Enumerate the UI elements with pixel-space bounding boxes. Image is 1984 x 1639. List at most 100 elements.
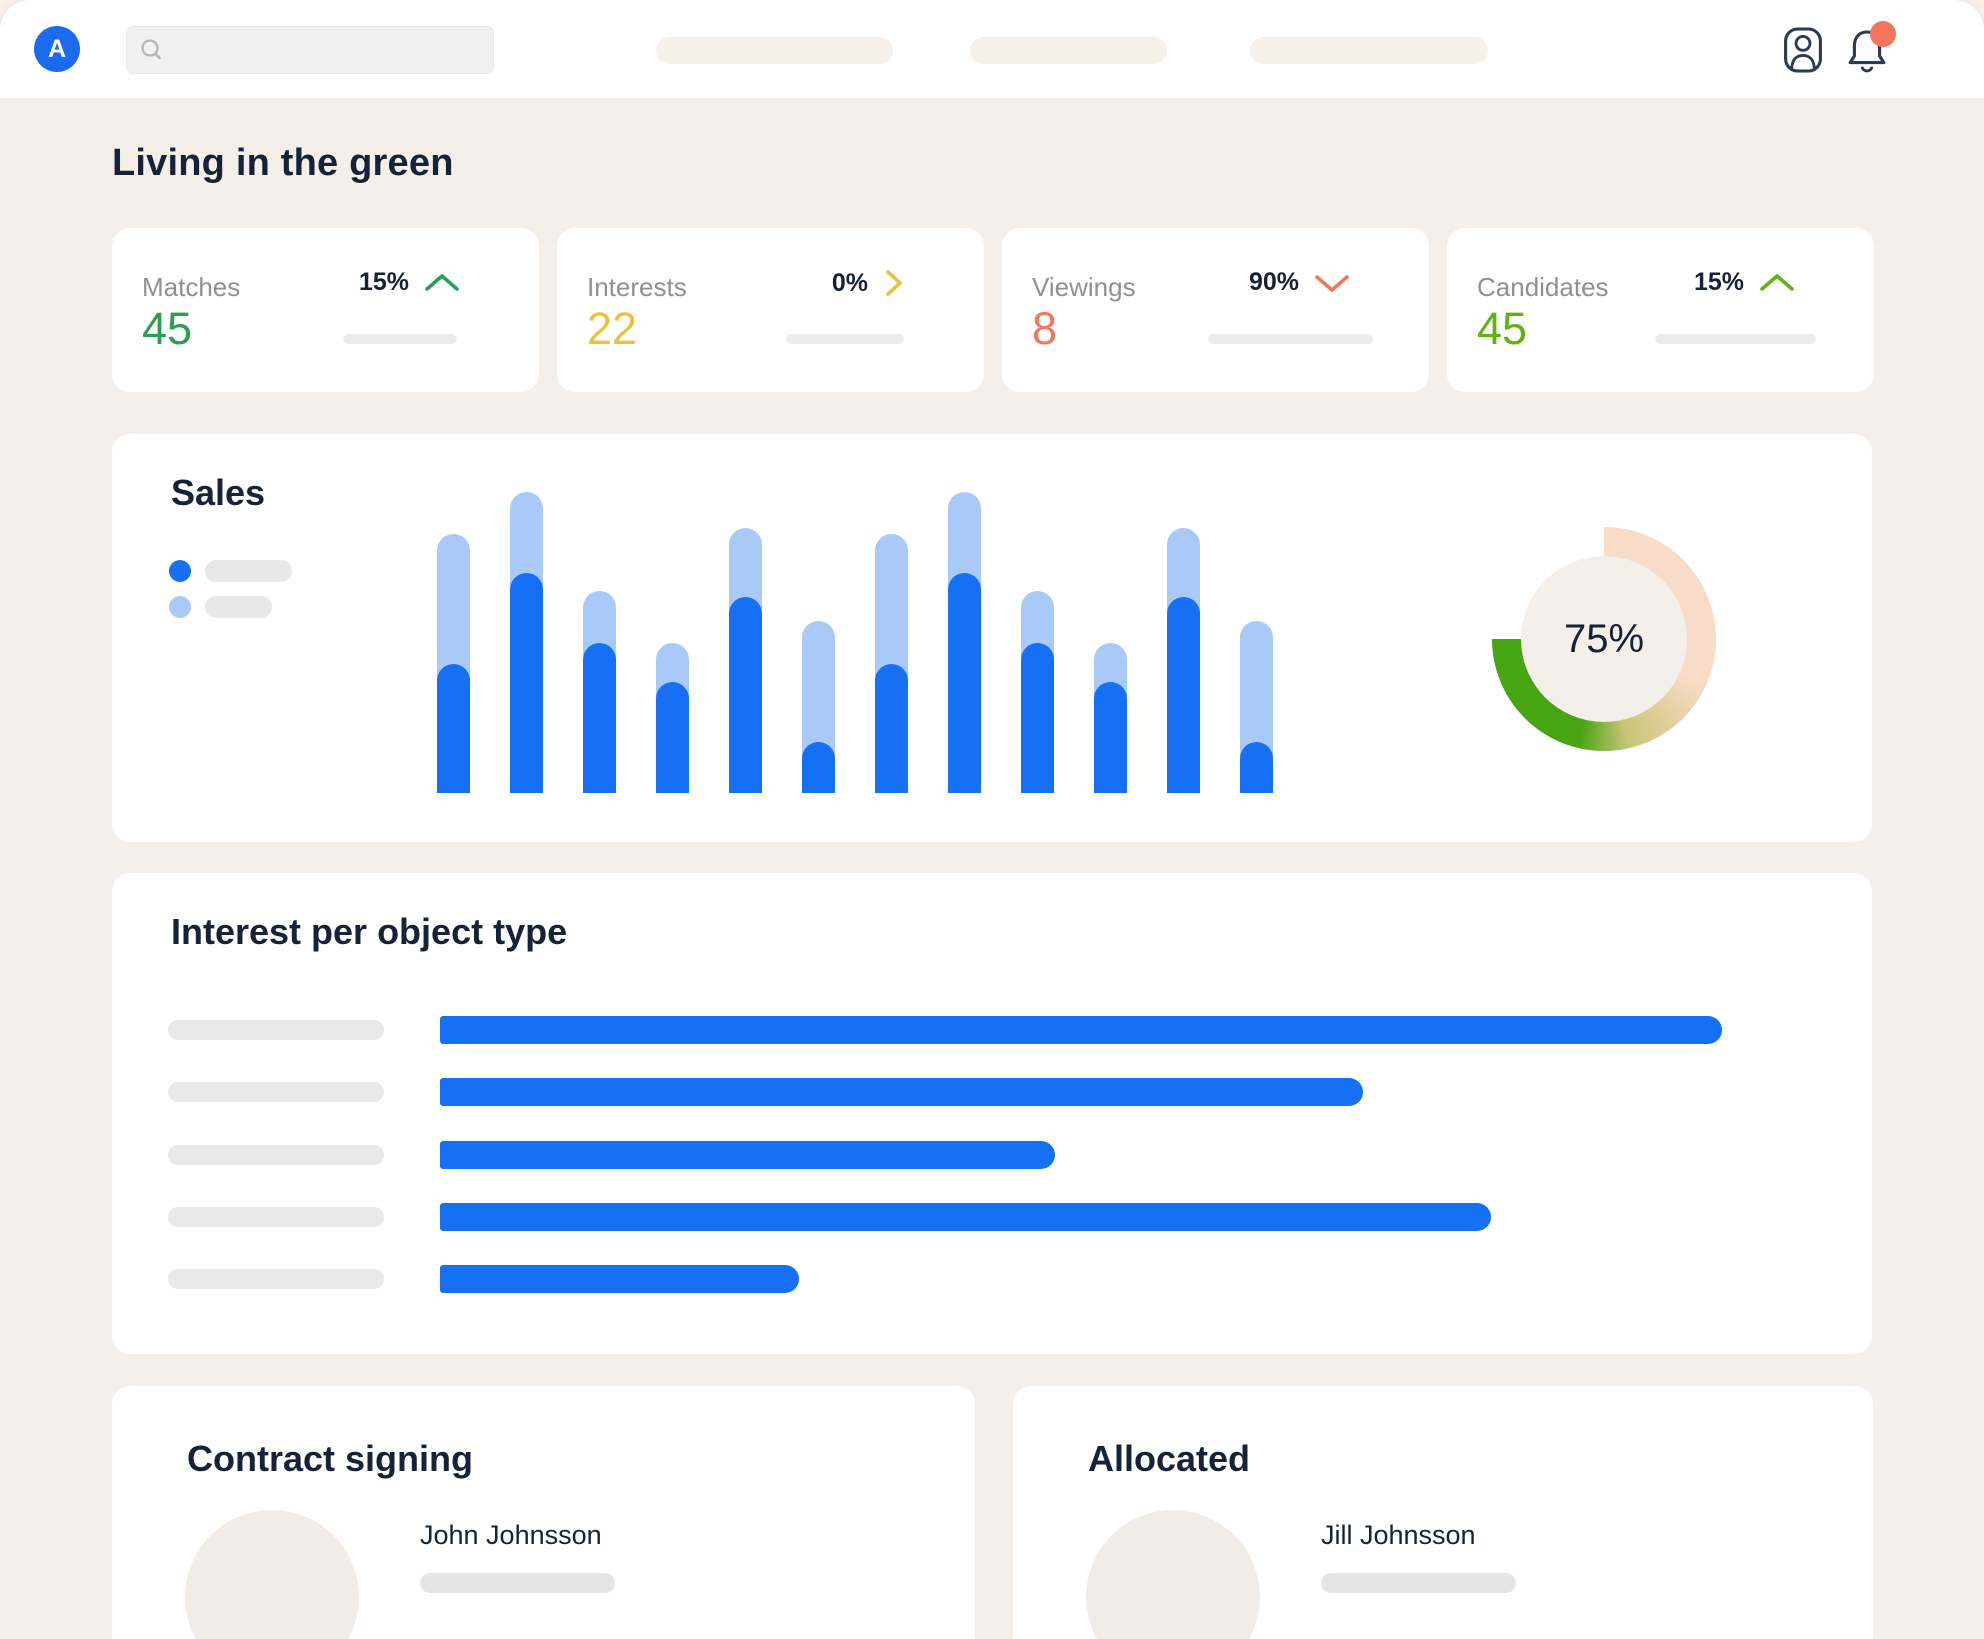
- sales-bar-1: [437, 492, 470, 793]
- sales-bar-achieved: [583, 642, 616, 793]
- person-detail-placeholder: [1321, 1573, 1516, 1593]
- sales-bar-11: [1167, 492, 1200, 793]
- interest-row-1: [112, 1016, 1872, 1044]
- interest-label-placeholder: [168, 1145, 384, 1165]
- interest-bar: [440, 1203, 1491, 1231]
- trend-right-icon: [886, 270, 902, 296]
- stat-label: Matches: [142, 272, 241, 302]
- sales-bar-5: [729, 492, 762, 793]
- interest-label-placeholder: [168, 1020, 384, 1040]
- search-box[interactable]: [126, 26, 494, 74]
- donut-center: 75%: [1521, 556, 1687, 722]
- interest-row-3: [112, 1141, 1872, 1169]
- sales-donut-chart: 75%: [1492, 527, 1716, 751]
- dashboard-content: Living in the green Matches 45 15% Interest…: [0, 98, 1984, 1639]
- stat-trend: 15%: [1694, 268, 1795, 297]
- person-name: John Johnsson: [420, 1520, 602, 1550]
- interest-row-2: [112, 1078, 1872, 1106]
- interest-label-placeholder: [168, 1269, 384, 1289]
- contract-signing-card: Contract signing John Johnsson: [112, 1386, 975, 1639]
- app-logo-letter: A: [47, 34, 67, 63]
- notifications-bell-icon[interactable]: [1845, 21, 1896, 79]
- nav-placeholder-2[interactable]: [970, 37, 1167, 64]
- stat-card-matches: Matches 45 15%: [112, 228, 539, 392]
- sales-title: Sales: [171, 472, 266, 513]
- stat-percent: 0%: [831, 268, 868, 297]
- sales-bar-achieved: [802, 741, 835, 793]
- sales-bar-achieved: [510, 573, 543, 793]
- trend-up-icon: [1760, 273, 1794, 291]
- interest-row-4: [112, 1203, 1872, 1231]
- sales-bar-4: [656, 492, 689, 793]
- stat-value: 22: [587, 303, 638, 354]
- legend-dot: [169, 560, 191, 582]
- profile-icon[interactable]: [1782, 26, 1824, 79]
- stat-trend: 90%: [1249, 268, 1350, 297]
- allocated-title: Allocated: [1088, 1438, 1251, 1479]
- search-input[interactable]: [175, 39, 481, 61]
- interest-bar: [440, 1078, 1363, 1106]
- person-name: Jill Johnsson: [1321, 1520, 1476, 1550]
- page-title: Living in the green: [112, 142, 454, 184]
- person-detail-placeholder: [420, 1573, 615, 1593]
- trend-up-icon: [425, 273, 459, 291]
- stat-card-interests: Interests 22 0%: [557, 228, 984, 392]
- legend-label-placeholder: [205, 596, 272, 618]
- stat-value: 45: [142, 303, 193, 354]
- interest-label-placeholder: [168, 1207, 384, 1227]
- stat-trend: 15%: [359, 268, 460, 297]
- nav-placeholder-3[interactable]: [1250, 37, 1488, 64]
- stat-progress-bar: [343, 334, 457, 344]
- top-bar: A: [0, 0, 1984, 98]
- stat-value: 8: [1032, 303, 1058, 354]
- sales-bar-chart: [437, 492, 1273, 793]
- donut-value: 75%: [1563, 616, 1645, 661]
- sales-bar-achieved: [948, 573, 981, 793]
- sales-bar-3: [583, 492, 616, 793]
- sales-bar-2: [510, 492, 543, 793]
- sales-bar-achieved: [1094, 681, 1127, 793]
- sales-bar-achieved: [656, 681, 689, 793]
- sales-bar-achieved: [875, 663, 908, 793]
- stat-percent: 15%: [358, 268, 409, 296]
- sales-bar-achieved: [1167, 597, 1200, 793]
- interest-bar: [440, 1016, 1722, 1044]
- legend-item-1: [169, 560, 292, 582]
- stat-card-candidates: Candidates 45 15%: [1447, 228, 1874, 392]
- app-logo[interactable]: A: [34, 26, 80, 72]
- nav-placeholder-1[interactable]: [656, 37, 893, 64]
- notification-dot: [1870, 21, 1896, 47]
- legend-item-2: [169, 596, 292, 618]
- legend-label-placeholder: [205, 560, 292, 582]
- sales-bar-achieved: [1240, 741, 1273, 793]
- avatar: [1086, 1510, 1260, 1639]
- sales-bar-7: [875, 492, 908, 793]
- sales-bar-achieved: [729, 597, 762, 793]
- interest-bar: [440, 1265, 799, 1293]
- stat-percent: 90%: [1248, 268, 1299, 296]
- stat-progress-bar: [1655, 334, 1816, 344]
- contract-signing-title: Contract signing: [187, 1438, 473, 1479]
- stat-progress-bar: [1208, 334, 1373, 344]
- stat-label: Viewings: [1032, 272, 1136, 302]
- legend-dot: [169, 596, 191, 618]
- sales-card: Sales 75%: [112, 434, 1872, 842]
- stat-progress-bar: [786, 334, 904, 344]
- stat-trend: 0%: [832, 268, 905, 298]
- interest-bar: [440, 1141, 1055, 1169]
- stat-card-viewings: Viewings 8 90%: [1002, 228, 1429, 392]
- interest-title: Interest per object type: [171, 911, 568, 952]
- stat-label: Candidates: [1477, 272, 1609, 302]
- stat-value: 45: [1477, 303, 1528, 354]
- trend-down-icon: [1315, 274, 1349, 292]
- interest-card: Interest per object type: [112, 873, 1872, 1354]
- allocated-card: Allocated Jill Johnsson: [1013, 1386, 1873, 1639]
- search-icon: [141, 39, 161, 60]
- sales-bar-6: [802, 492, 835, 793]
- sales-bar-achieved: [437, 663, 470, 793]
- stat-label: Interests: [587, 272, 687, 302]
- sales-bar-achieved: [1021, 642, 1054, 793]
- sales-bar-9: [1021, 492, 1054, 793]
- interest-label-placeholder: [168, 1082, 384, 1102]
